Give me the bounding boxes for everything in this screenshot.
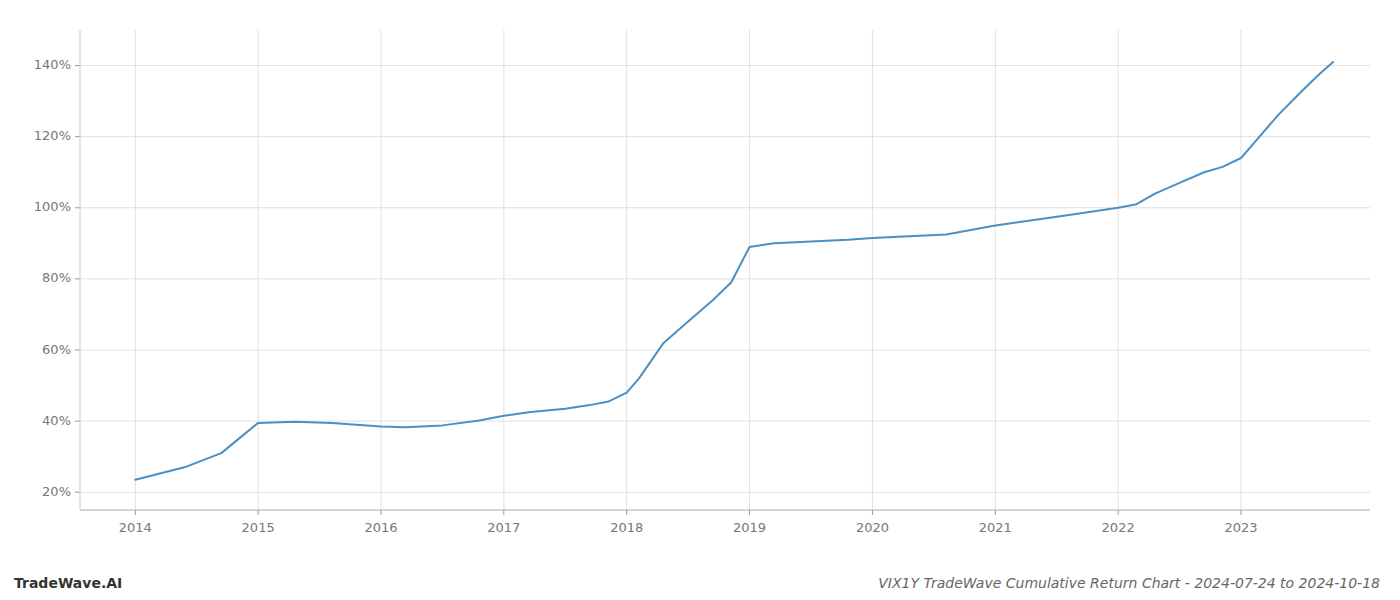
x-tick-label: 2023	[1224, 520, 1257, 535]
grid-line-y	[80, 278, 1370, 279]
y-tick-label: 40%	[42, 413, 71, 428]
y-tick-label: 140%	[34, 57, 71, 72]
y-tick	[75, 207, 80, 208]
grid-line-y	[80, 492, 1370, 493]
grid-line-y	[80, 136, 1370, 137]
x-tick-label: 2015	[242, 520, 275, 535]
y-tick-label: 80%	[42, 270, 71, 285]
x-tick	[749, 510, 750, 515]
y-tick	[75, 278, 80, 279]
y-tick	[75, 65, 80, 66]
y-axis-line	[80, 30, 81, 510]
grid-line-x	[258, 30, 259, 510]
x-tick	[135, 510, 136, 515]
y-tick-label: 20%	[42, 484, 71, 499]
x-tick	[1118, 510, 1119, 515]
grid-line-x	[995, 30, 996, 510]
line	[135, 62, 1333, 480]
plot-area	[135, 62, 1333, 480]
x-tick-label: 2020	[856, 520, 889, 535]
y-tick-label: 60%	[42, 342, 71, 357]
grid-line-x	[135, 30, 136, 510]
grid-line-x	[872, 30, 873, 510]
chart: 20% 40% 60% 80% 100% 120% 140% 2014 2015 2016 2017…	[0, 0, 1400, 600]
grid-line-y	[80, 65, 1370, 66]
x-tick	[872, 510, 873, 515]
grid-line-x	[1241, 30, 1242, 510]
grid-line-x	[626, 30, 627, 510]
x-tick-label: 2017	[487, 520, 520, 535]
grid-line-x	[503, 30, 504, 510]
x-tick	[626, 510, 627, 515]
watermark: TradeWave.AI	[14, 575, 122, 591]
x-tick-label: 2016	[364, 520, 397, 535]
grid-line-x	[381, 30, 382, 510]
grid-line-x	[1118, 30, 1119, 510]
x-tick	[258, 510, 259, 515]
y-tick	[75, 421, 80, 422]
x-tick	[503, 510, 504, 515]
grid	[80, 30, 1370, 510]
axes: 20% 40% 60% 80% 100% 120% 140% 2014 2015 2016 2017…	[34, 30, 1370, 535]
grid-line-y	[80, 207, 1370, 208]
x-tick-label: 2022	[1102, 520, 1135, 535]
x-tick-label: 2021	[979, 520, 1012, 535]
page: {"chart_data": {"type": "line", "title":…	[0, 0, 1400, 600]
x-tick	[1241, 510, 1242, 515]
y-tick-label: 120%	[34, 128, 71, 143]
grid-line-x	[749, 30, 750, 510]
x-tick-label: 2019	[733, 520, 766, 535]
y-tick	[75, 350, 80, 351]
y-tick	[75, 492, 80, 493]
x-tick	[381, 510, 382, 515]
y-tick	[75, 136, 80, 137]
x-tick-label: 2014	[119, 520, 152, 535]
x-tick-label: 2018	[610, 520, 643, 535]
y-tick-label: 100%	[34, 199, 71, 214]
grid-line-y	[80, 350, 1370, 351]
x-axis-line	[80, 510, 1370, 511]
title: VIX1Y TradeWave Cumulative Return Chart …	[878, 575, 1380, 591]
x-tick	[995, 510, 996, 515]
